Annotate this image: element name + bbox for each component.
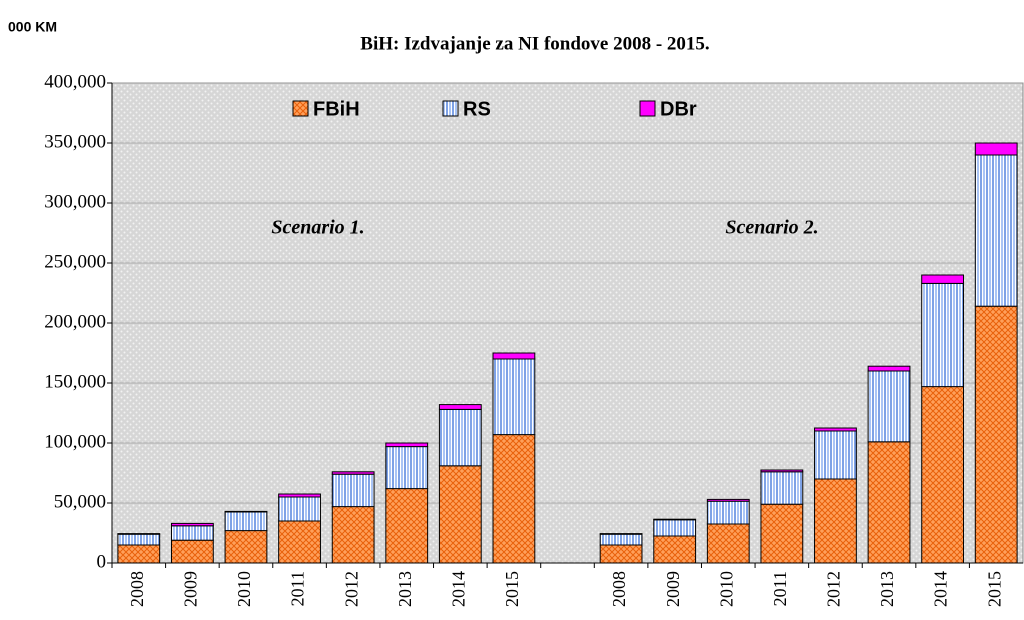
unit-label: 000 KM (8, 19, 57, 35)
bar-segment (814, 430, 857, 480)
x-tick-label: 2008 (127, 571, 147, 607)
bar-segment (867, 365, 911, 372)
bar-segment (814, 427, 857, 432)
bar-segment (224, 530, 268, 564)
y-tick-label: 250,000 (44, 251, 106, 272)
bar-segment (921, 282, 965, 388)
bar-segment (385, 488, 429, 564)
bar-segment (974, 154, 1018, 307)
bar-segment (492, 434, 536, 564)
bar-segment (278, 520, 321, 564)
bar-segment (814, 478, 857, 564)
bar-segment (653, 535, 697, 564)
bar-segment (117, 533, 161, 546)
bar-segment (224, 511, 268, 532)
y-tick-label: 400,000 (44, 71, 106, 92)
x-tick-label: 2013 (877, 571, 897, 607)
annotation: Scenario 2. (725, 217, 818, 239)
bar-segment (706, 523, 750, 564)
legend-label: FBiH (313, 98, 360, 120)
x-tick-label: 2008 (609, 571, 629, 607)
bar-segment (278, 493, 321, 498)
x-tick-label: 2012 (341, 571, 361, 607)
x-tick-label: 2009 (181, 571, 201, 607)
x-tick-label: 2011 (288, 571, 308, 606)
bar-segment (438, 404, 482, 410)
bar-segment (331, 471, 375, 475)
bar-segment (117, 544, 161, 564)
bar-segment (653, 518, 697, 521)
bar-segment (760, 469, 804, 473)
x-tick-label: 2015 (502, 571, 522, 607)
bar-segment (599, 533, 643, 546)
bar-segment (385, 442, 429, 448)
y-tick-label: 350,000 (44, 131, 106, 152)
bar-segment (385, 446, 429, 490)
bar-segment (438, 408, 482, 467)
x-tick-label: 2013 (395, 571, 415, 607)
legend-swatch (639, 100, 656, 117)
x-tick-label: 2011 (770, 571, 790, 606)
bar-segment (867, 441, 911, 564)
bar-segment (224, 510, 268, 513)
bar-segment (921, 274, 965, 284)
bar-segment (974, 142, 1018, 156)
bar-segment (492, 352, 536, 360)
bar-segment (278, 496, 321, 522)
bar-segment (170, 522, 214, 527)
y-tick-label: 100,000 (44, 431, 106, 452)
bar-segment (867, 370, 911, 443)
x-tick-label: 2012 (824, 571, 844, 607)
legend-swatch (442, 100, 459, 117)
bar-segment (170, 539, 214, 564)
bar-segment (599, 544, 643, 564)
y-tick-label: 0 (97, 551, 107, 572)
bar-segment (331, 506, 375, 564)
bar-segment (921, 386, 965, 564)
bar-segment (170, 525, 214, 541)
bar-segment (706, 500, 750, 525)
bar-segment (653, 519, 697, 537)
legend-label: RS (463, 98, 491, 120)
x-tick-label: 2010 (716, 571, 736, 607)
bar-segment (974, 305, 1018, 564)
y-tick-label: 50,000 (54, 491, 106, 512)
bar-segment (438, 465, 482, 564)
bar-segment (117, 533, 161, 535)
bar-segment (599, 533, 643, 535)
chart-title: BiH: Izdvajanje za NI fondove 2008 - 201… (360, 33, 709, 54)
legend-swatch (292, 100, 309, 117)
x-tick-label: 2014 (448, 571, 468, 607)
bar-segment (492, 358, 536, 436)
y-tick-label: 300,000 (44, 191, 106, 212)
x-tick-label: 2009 (663, 571, 683, 607)
x-tick-label: 2014 (931, 571, 951, 607)
legend-label: DBr (660, 98, 697, 120)
annotation: Scenario 1. (271, 217, 364, 239)
bar-segment (760, 471, 804, 505)
y-tick-label: 200,000 (44, 311, 106, 332)
y-tick-label: 150,000 (44, 371, 106, 392)
x-tick-label: 2010 (234, 571, 254, 607)
bar-segment (760, 503, 804, 564)
x-tick-label: 2015 (984, 571, 1004, 607)
bar-segment (331, 473, 375, 508)
bar-segment (706, 498, 750, 502)
